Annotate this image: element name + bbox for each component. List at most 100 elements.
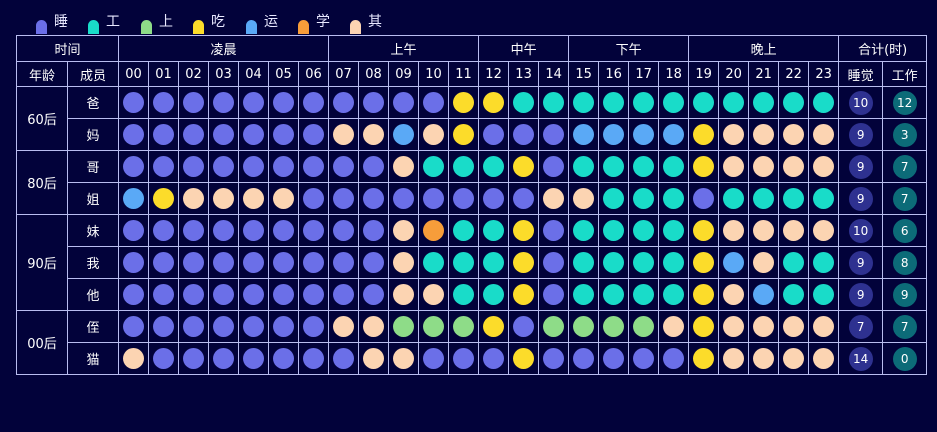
activity-dot[interactable] <box>423 92 445 113</box>
activity-dot[interactable] <box>753 316 775 337</box>
activity-dot[interactable] <box>513 316 535 337</box>
activity-dot[interactable] <box>573 124 595 145</box>
activity-dot[interactable] <box>693 252 715 273</box>
activity-dot[interactable] <box>393 348 415 369</box>
activity-dot[interactable] <box>303 156 325 177</box>
activity-dot[interactable] <box>213 284 235 305</box>
activity-dot[interactable] <box>303 188 325 209</box>
activity-dot[interactable] <box>663 92 685 113</box>
activity-dot[interactable] <box>153 284 175 305</box>
activity-dot[interactable] <box>483 156 505 177</box>
activity-dot[interactable] <box>453 316 475 337</box>
activity-dot[interactable] <box>333 124 355 145</box>
activity-dot[interactable] <box>633 156 655 177</box>
activity-dot[interactable] <box>123 348 145 369</box>
activity-dot[interactable] <box>693 284 715 305</box>
activity-dot[interactable] <box>483 252 505 273</box>
activity-dot[interactable] <box>333 284 355 305</box>
activity-dot[interactable] <box>633 220 655 241</box>
activity-dot[interactable] <box>753 156 775 177</box>
activity-dot[interactable] <box>663 156 685 177</box>
activity-dot[interactable] <box>213 220 235 241</box>
activity-dot[interactable] <box>243 188 265 209</box>
activity-dot[interactable] <box>603 284 625 305</box>
activity-dot[interactable] <box>693 188 715 209</box>
activity-dot[interactable] <box>603 316 625 337</box>
activity-dot[interactable] <box>723 188 745 209</box>
activity-dot[interactable] <box>123 284 145 305</box>
activity-dot[interactable] <box>573 156 595 177</box>
activity-dot[interactable] <box>573 252 595 273</box>
activity-dot[interactable] <box>483 284 505 305</box>
activity-dot[interactable] <box>723 220 745 241</box>
activity-dot[interactable] <box>813 124 835 145</box>
activity-dot[interactable] <box>723 156 745 177</box>
activity-dot[interactable] <box>633 188 655 209</box>
activity-dot[interactable] <box>423 124 445 145</box>
activity-dot[interactable] <box>273 92 295 113</box>
activity-dot[interactable] <box>213 188 235 209</box>
activity-dot[interactable] <box>813 220 835 241</box>
activity-dot[interactable] <box>783 92 805 113</box>
activity-dot[interactable] <box>393 252 415 273</box>
activity-dot[interactable] <box>453 220 475 241</box>
activity-dot[interactable] <box>153 124 175 145</box>
activity-dot[interactable] <box>513 156 535 177</box>
activity-dot[interactable] <box>813 92 835 113</box>
activity-dot[interactable] <box>123 156 145 177</box>
activity-dot[interactable] <box>393 156 415 177</box>
activity-dot[interactable] <box>183 188 205 209</box>
activity-dot[interactable] <box>243 220 265 241</box>
activity-dot[interactable] <box>243 252 265 273</box>
activity-dot[interactable] <box>213 124 235 145</box>
activity-dot[interactable] <box>573 316 595 337</box>
activity-dot[interactable] <box>783 316 805 337</box>
activity-dot[interactable] <box>393 316 415 337</box>
activity-dot[interactable] <box>423 316 445 337</box>
activity-dot[interactable] <box>153 348 175 369</box>
activity-dot[interactable] <box>393 284 415 305</box>
activity-dot[interactable] <box>153 92 175 113</box>
activity-dot[interactable] <box>183 284 205 305</box>
activity-dot[interactable] <box>513 348 535 369</box>
activity-dot[interactable] <box>273 220 295 241</box>
activity-dot[interactable] <box>363 252 385 273</box>
activity-dot[interactable] <box>183 316 205 337</box>
activity-dot[interactable] <box>483 188 505 209</box>
activity-dot[interactable] <box>513 188 535 209</box>
activity-dot[interactable] <box>543 220 565 241</box>
activity-dot[interactable] <box>363 348 385 369</box>
activity-dot[interactable] <box>363 284 385 305</box>
activity-dot[interactable] <box>693 156 715 177</box>
activity-dot[interactable] <box>123 188 145 209</box>
activity-dot[interactable] <box>183 156 205 177</box>
activity-dot[interactable] <box>363 156 385 177</box>
activity-dot[interactable] <box>243 284 265 305</box>
activity-dot[interactable] <box>213 316 235 337</box>
activity-dot[interactable] <box>303 284 325 305</box>
activity-dot[interactable] <box>303 252 325 273</box>
activity-dot[interactable] <box>363 316 385 337</box>
activity-dot[interactable] <box>303 220 325 241</box>
activity-dot[interactable] <box>153 156 175 177</box>
activity-dot[interactable] <box>213 348 235 369</box>
activity-dot[interactable] <box>783 188 805 209</box>
activity-dot[interactable] <box>813 284 835 305</box>
activity-dot[interactable] <box>363 188 385 209</box>
activity-dot[interactable] <box>753 124 775 145</box>
activity-dot[interactable] <box>663 188 685 209</box>
activity-dot[interactable] <box>603 348 625 369</box>
activity-dot[interactable] <box>663 316 685 337</box>
activity-dot[interactable] <box>213 92 235 113</box>
activity-dot[interactable] <box>273 124 295 145</box>
activity-dot[interactable] <box>663 124 685 145</box>
activity-dot[interactable] <box>753 220 775 241</box>
activity-dot[interactable] <box>633 348 655 369</box>
activity-dot[interactable] <box>333 348 355 369</box>
activity-dot[interactable] <box>303 124 325 145</box>
activity-dot[interactable] <box>303 316 325 337</box>
activity-dot[interactable] <box>753 252 775 273</box>
activity-dot[interactable] <box>183 348 205 369</box>
activity-dot[interactable] <box>753 284 775 305</box>
activity-dot[interactable] <box>573 284 595 305</box>
